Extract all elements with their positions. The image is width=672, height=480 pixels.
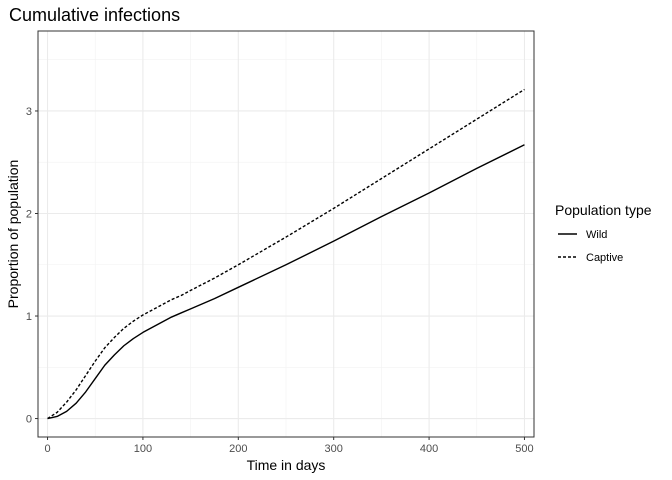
x-tick-label: 0 <box>44 443 50 455</box>
x-axis: 0 100 200 300 400 500 <box>44 437 534 455</box>
x-tick-label: 100 <box>134 443 152 455</box>
y-axis-title: Proportion of population <box>5 160 21 309</box>
y-axis: 0 1 2 3 <box>26 106 38 426</box>
series-lines <box>47 88 525 420</box>
legend-label-captive: Captive <box>586 252 623 264</box>
y-tick-label: 1 <box>26 311 32 323</box>
grid-minor <box>38 31 534 437</box>
y-tick-label: 0 <box>26 414 32 426</box>
legend: Population type Wild Captive <box>555 202 652 264</box>
grid-major <box>38 31 534 437</box>
x-tick-label: 300 <box>325 443 343 455</box>
x-tick-label: 500 <box>515 443 533 455</box>
x-tick-label: 400 <box>420 443 438 455</box>
y-tick-label: 3 <box>26 106 32 118</box>
y-tick-label: 2 <box>26 208 32 220</box>
legend-label-wild: Wild <box>586 229 607 241</box>
series-line-captive <box>47 88 525 420</box>
x-axis-title: Time in days <box>247 457 326 473</box>
plot-panel <box>37 30 535 438</box>
legend-title: Population type <box>555 202 652 218</box>
series-line-wild <box>47 144 525 420</box>
chart-title: Cumulative infections <box>9 5 180 25</box>
legend-items: Wild Captive <box>558 229 623 264</box>
plot-border <box>37 30 535 438</box>
x-tick-label: 200 <box>229 443 247 455</box>
